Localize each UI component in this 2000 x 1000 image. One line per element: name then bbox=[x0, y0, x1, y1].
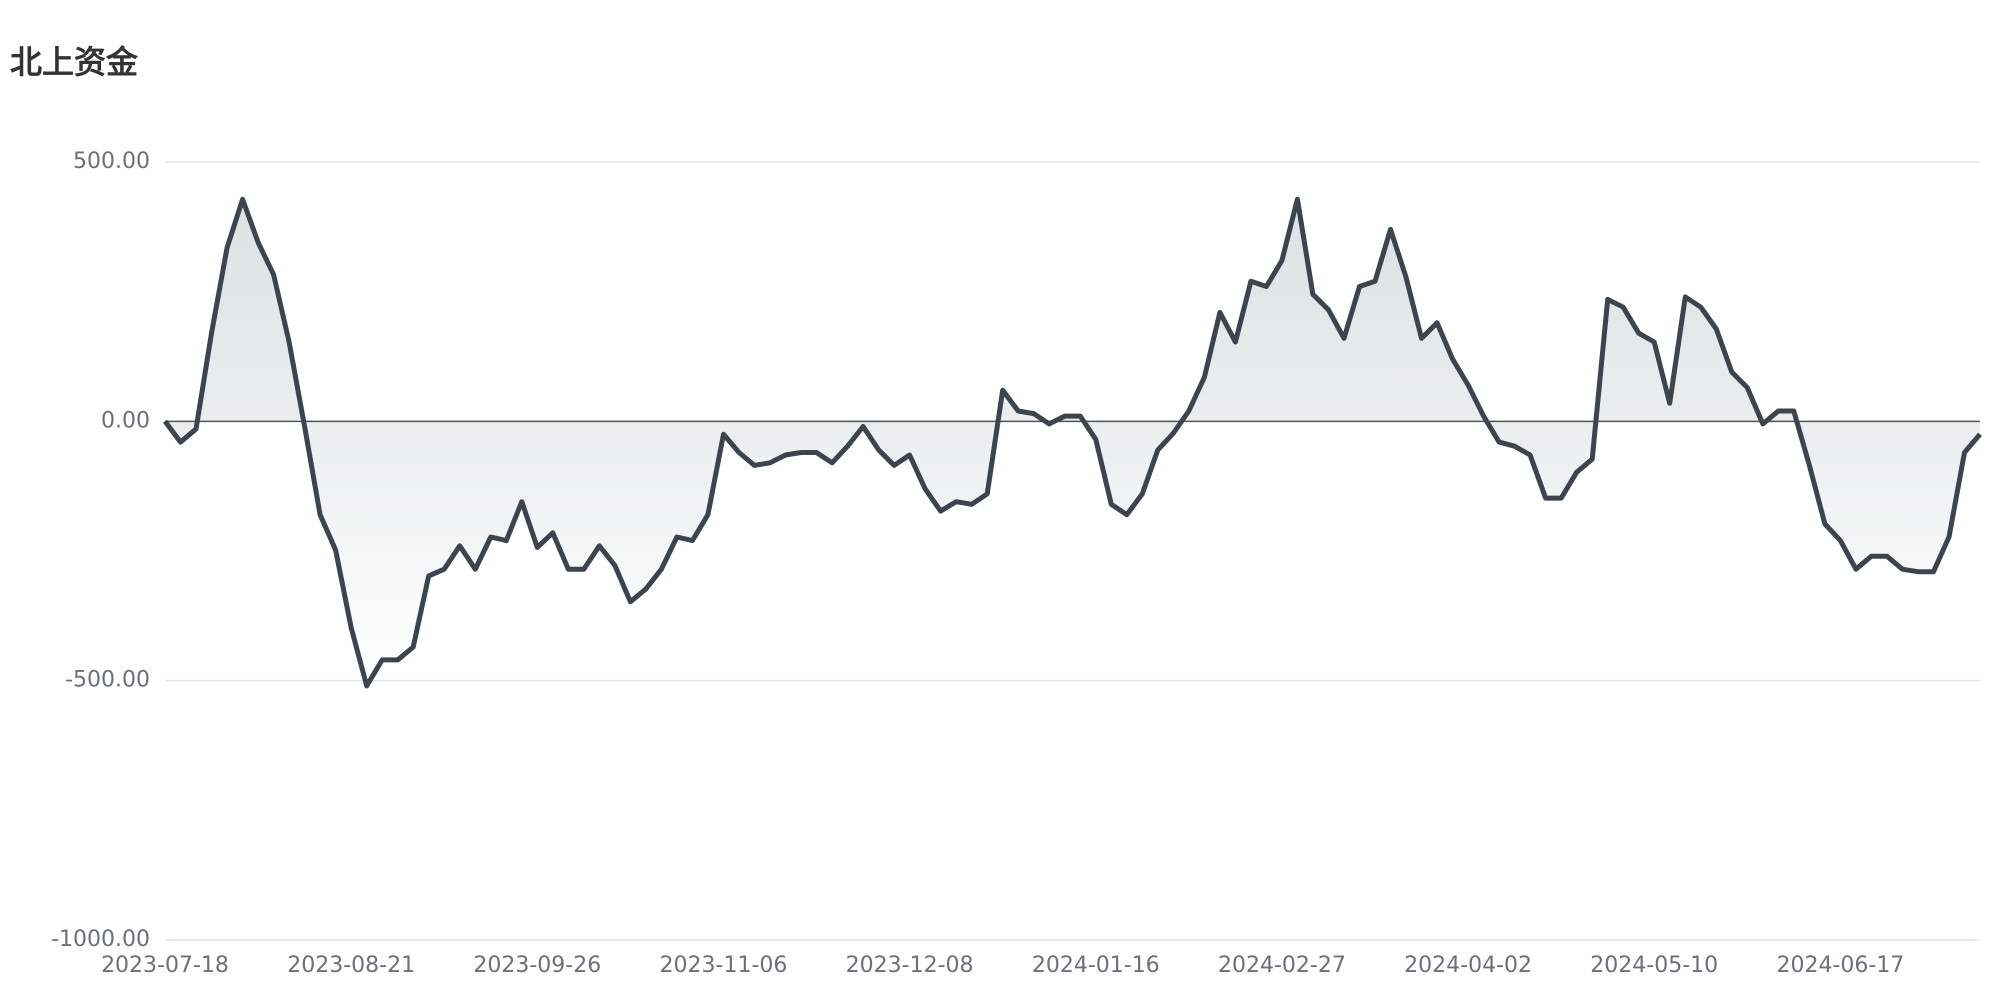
x-tick-label: 2024-06-17 bbox=[1776, 953, 1904, 978]
x-tick-label: 2024-04-02 bbox=[1404, 953, 1532, 978]
x-tick-label: 2023-08-21 bbox=[287, 953, 415, 978]
x-tick-label: 2023-11-06 bbox=[660, 953, 788, 978]
y-tick-label: -500.00 bbox=[65, 668, 150, 693]
x-tick-label: 2024-05-10 bbox=[1590, 953, 1718, 978]
y-tick-label: 500.00 bbox=[73, 149, 150, 174]
x-tick-label: 2024-01-16 bbox=[1032, 953, 1160, 978]
line bbox=[162, 196, 1982, 689]
x-tick-label: 2023-09-26 bbox=[473, 953, 601, 978]
chart-title: 北上资金 bbox=[10, 43, 139, 81]
y-tick-label: 0.00 bbox=[101, 408, 150, 433]
x-tick-label: 2023-07-18 bbox=[101, 953, 229, 978]
area bbox=[165, 199, 1980, 686]
y-tick-label: -1000.00 bbox=[51, 927, 150, 952]
x-tick-label: 2023-12-08 bbox=[846, 953, 974, 978]
x-tick-label: 2024-02-27 bbox=[1218, 953, 1346, 978]
